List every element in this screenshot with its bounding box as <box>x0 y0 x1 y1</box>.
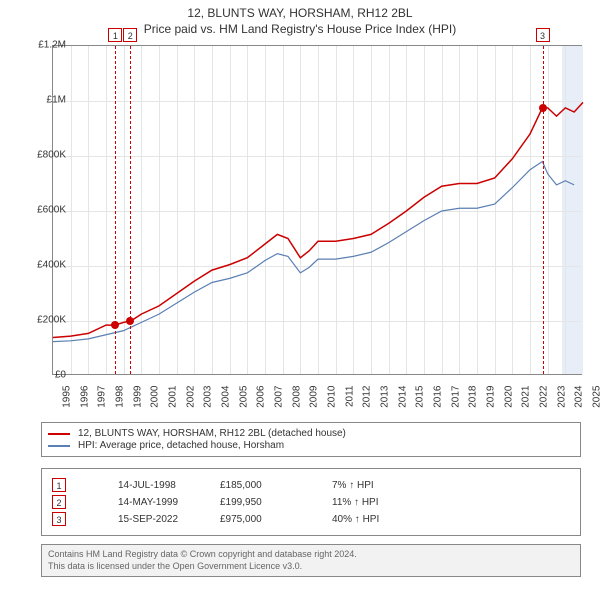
footer: Contains HM Land Registry data © Crown c… <box>41 544 581 577</box>
x-tick-label: 2019 <box>486 386 497 416</box>
sale-marker-line <box>543 46 544 374</box>
sale-marker-badge: 1 <box>108 28 122 42</box>
sales-row: 1 14-JUL-1998 £185,000 7% ↑ HPI <box>48 478 574 492</box>
x-tick-label: 2017 <box>450 386 461 416</box>
y-tick-label: £1M <box>20 95 66 106</box>
x-tick-label: 1999 <box>132 386 143 416</box>
y-tick-label: £200K <box>20 315 66 326</box>
sales-row: 3 15-SEP-2022 £975,000 40% ↑ HPI <box>48 512 574 526</box>
y-tick-label: £1.2M <box>20 40 66 51</box>
sales-row-price: £185,000 <box>220 480 320 491</box>
y-tick-label: £800K <box>20 150 66 161</box>
x-tick-label: 2016 <box>433 386 444 416</box>
x-tick-label: 2012 <box>362 386 373 416</box>
x-tick-label: 2007 <box>274 386 285 416</box>
sales-row-date: 15-SEP-2022 <box>78 514 208 525</box>
x-tick-label: 2021 <box>521 386 532 416</box>
x-tick-label: 2014 <box>397 386 408 416</box>
sales-table: 1 14-JUL-1998 £185,000 7% ↑ HPI 2 14-MAY-1999… <box>41 468 581 536</box>
x-tick-label: 2018 <box>468 386 479 416</box>
x-tick-label: 2003 <box>203 386 214 416</box>
x-tick-label: 2025 <box>592 386 600 416</box>
chart-lines <box>53 46 581 374</box>
x-tick-label: 2002 <box>185 386 196 416</box>
sale-marker-badge: 3 <box>536 28 550 42</box>
sales-row-diff: 7% ↑ HPI <box>332 480 472 491</box>
x-tick-label: 2022 <box>539 386 550 416</box>
x-tick-label: 2001 <box>168 386 179 416</box>
sales-row-diff: 40% ↑ HPI <box>332 514 472 525</box>
x-tick-label: 2011 <box>344 386 355 416</box>
sales-row-date: 14-JUL-1998 <box>78 480 208 491</box>
sales-row-badge: 2 <box>52 495 66 509</box>
x-tick-label: 2000 <box>150 386 161 416</box>
y-tick-label: £400K <box>20 260 66 271</box>
x-tick-label: 1996 <box>79 386 90 416</box>
sale-marker-badge: 2 <box>123 28 137 42</box>
x-tick-label: 2004 <box>221 386 232 416</box>
x-tick-label: 2024 <box>574 386 585 416</box>
footer-line2: This data is licensed under the Open Gov… <box>48 561 574 573</box>
x-tick-label: 2006 <box>256 386 267 416</box>
sales-row-badge: 1 <box>52 478 66 492</box>
sale-marker-dot <box>539 104 547 112</box>
x-tick-label: 2023 <box>556 386 567 416</box>
x-tick-label: 1998 <box>115 386 126 416</box>
legend: 12, BLUNTS WAY, HORSHAM, RH12 2BL (detac… <box>41 422 581 457</box>
chart-area: 123 <box>52 45 582 375</box>
x-tick-label: 2010 <box>327 386 338 416</box>
legend-label: HPI: Average price, detached house, Hors… <box>78 440 284 451</box>
x-tick-label: 2008 <box>291 386 302 416</box>
sales-row-badge: 3 <box>52 512 66 526</box>
sale-marker-dot <box>126 317 134 325</box>
footer-line1: Contains HM Land Registry data © Crown c… <box>48 549 574 561</box>
sale-marker-dot <box>111 321 119 329</box>
x-tick-label: 2009 <box>309 386 320 416</box>
legend-swatch <box>48 433 70 435</box>
x-tick-label: 2013 <box>380 386 391 416</box>
y-tick-label: £0 <box>20 370 66 381</box>
legend-swatch <box>48 445 70 447</box>
x-tick-label: 2020 <box>503 386 514 416</box>
sales-row: 2 14-MAY-1999 £199,950 11% ↑ HPI <box>48 495 574 509</box>
title-main: 12, BLUNTS WAY, HORSHAM, RH12 2BL <box>0 6 600 20</box>
legend-item: HPI: Average price, detached house, Hors… <box>48 440 574 451</box>
series-price_paid <box>53 102 583 337</box>
title-sub: Price paid vs. HM Land Registry's House … <box>0 22 600 36</box>
x-tick-label: 1997 <box>97 386 108 416</box>
x-tick-label: 2015 <box>415 386 426 416</box>
y-tick-label: £600K <box>20 205 66 216</box>
x-tick-label: 2005 <box>238 386 249 416</box>
sales-row-price: £975,000 <box>220 514 320 525</box>
sales-row-price: £199,950 <box>220 497 320 508</box>
sales-row-date: 14-MAY-1999 <box>78 497 208 508</box>
sales-row-diff: 11% ↑ HPI <box>332 497 472 508</box>
x-tick-label: 1995 <box>62 386 73 416</box>
legend-item: 12, BLUNTS WAY, HORSHAM, RH12 2BL (detac… <box>48 428 574 439</box>
title-block: 12, BLUNTS WAY, HORSHAM, RH12 2BL Price … <box>0 0 600 38</box>
legend-label: 12, BLUNTS WAY, HORSHAM, RH12 2BL (detac… <box>78 428 346 439</box>
